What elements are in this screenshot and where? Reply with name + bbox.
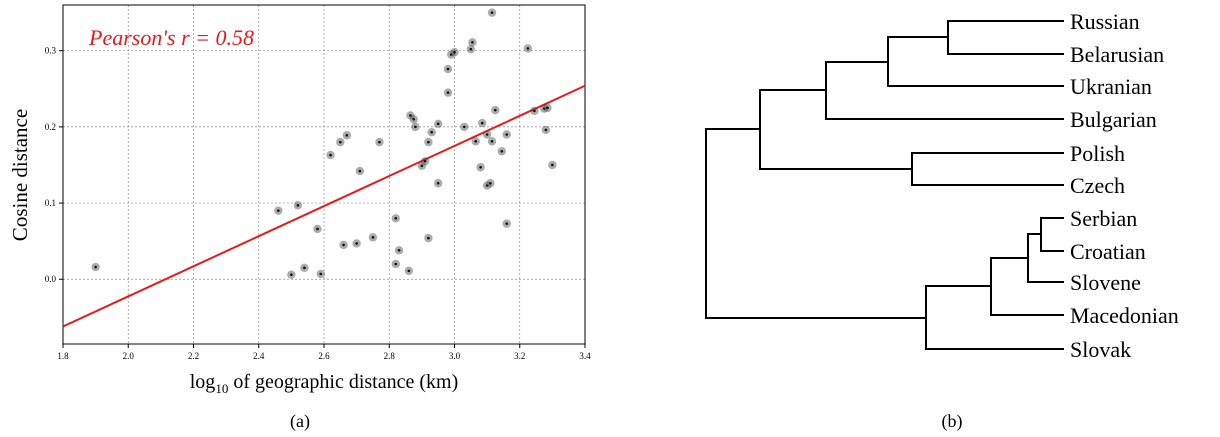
scatter-point-center bbox=[412, 118, 415, 121]
dendrogram-leaves: Russian Belarusian Ukranian Bulgarian Po… bbox=[1070, 9, 1179, 362]
scatter-point-center bbox=[414, 126, 417, 129]
scatter-point-center bbox=[447, 68, 450, 71]
leaf-belarusian: Belarusian bbox=[1070, 42, 1164, 67]
scatter-point-center bbox=[527, 47, 530, 50]
scatter-point-center bbox=[290, 273, 293, 276]
scatter-point-center bbox=[430, 131, 433, 134]
leaf-polish: Polish bbox=[1070, 141, 1125, 166]
scatter-point-center bbox=[481, 122, 484, 125]
scatter-point-center bbox=[486, 133, 489, 136]
caption-a: (a) bbox=[290, 411, 310, 432]
scatter-point-center bbox=[471, 41, 474, 44]
caption-b: (b) bbox=[942, 411, 963, 432]
scatter-point-center bbox=[533, 110, 536, 113]
x-axis-ticks: 1.8 2.0 2.2 2.4 2.6 2.8 3.0 3.2 3.4 bbox=[57, 344, 591, 361]
x-tick-label: 2.6 bbox=[318, 351, 330, 361]
scatter-point-center bbox=[501, 150, 504, 153]
x-tick-label: 2.8 bbox=[384, 351, 396, 361]
scatter-point-center bbox=[346, 134, 349, 137]
branch-east-bulgarian bbox=[826, 62, 1064, 119]
x-tick-label: 2.2 bbox=[188, 351, 199, 361]
scatter-point-center bbox=[94, 266, 97, 269]
scatter-point-center bbox=[319, 273, 322, 276]
branch-south-slovak bbox=[926, 286, 1064, 349]
y-tick-label: 0.2 bbox=[45, 122, 56, 132]
scatter-point-center bbox=[479, 166, 482, 169]
leaf-ukranian: Ukranian bbox=[1070, 74, 1152, 99]
scatter-point-center bbox=[551, 164, 554, 167]
scatter-point-center bbox=[546, 107, 549, 110]
scatter-point-center bbox=[342, 244, 345, 247]
branch-east-west bbox=[760, 90, 912, 169]
scatter-point-center bbox=[408, 270, 411, 273]
scatter-point-center bbox=[474, 140, 477, 143]
scatter-point-center bbox=[372, 236, 375, 239]
x-tick-label: 2.0 bbox=[123, 351, 135, 361]
scatter-point-center bbox=[424, 160, 427, 163]
leaf-slovak: Slovak bbox=[1070, 337, 1131, 362]
y-axis-ticks: 0.0 0.1 0.2 0.3 bbox=[45, 46, 63, 285]
x-tick-label: 2.4 bbox=[253, 351, 265, 361]
x-tick-label: 3.2 bbox=[514, 351, 525, 361]
branch-sr-hr-slovene bbox=[1028, 234, 1064, 282]
y-tick-label: 0.1 bbox=[45, 198, 56, 208]
x-axis-label: log10 of geographic distance (km) bbox=[190, 371, 458, 396]
scatter-point-center bbox=[453, 51, 456, 54]
scatter-point-center bbox=[339, 141, 342, 144]
scatter-point-center bbox=[489, 182, 492, 185]
scatter-point-center bbox=[470, 48, 473, 51]
scatter-point-center bbox=[447, 91, 450, 94]
scatter-point-center bbox=[421, 164, 424, 167]
pearson-annotation: Pearson's r = 0.58 bbox=[88, 25, 254, 50]
branch-serbian-croatian bbox=[1041, 218, 1064, 251]
scatter-point-center bbox=[329, 154, 332, 157]
leaf-czech: Czech bbox=[1070, 173, 1125, 198]
branch-ru-be-ukranian bbox=[888, 37, 1064, 86]
dendrogram-branches bbox=[706, 21, 1064, 349]
scatter-point-center bbox=[398, 249, 401, 252]
scatter-point-center bbox=[355, 242, 358, 245]
scatter-panel: 1.8 2.0 2.2 2.4 2.6 2.8 3.0 3.2 3.4 0.0 0.1 0.2 0.3… bbox=[0, 0, 620, 437]
leaf-serbian: Serbian bbox=[1070, 206, 1137, 231]
scatter-point-center bbox=[378, 141, 381, 144]
x-tick-label: 1.8 bbox=[57, 351, 69, 361]
scatter-point-center bbox=[491, 140, 494, 143]
scatter-point-center bbox=[437, 182, 440, 185]
scatter-point-center bbox=[427, 237, 430, 240]
y-axis-label: Cosine distance bbox=[8, 109, 32, 241]
leaf-russian: Russian bbox=[1070, 9, 1140, 34]
scatter-point-center bbox=[277, 209, 280, 212]
grid-lines bbox=[63, 5, 585, 344]
scatter-point-center bbox=[394, 217, 397, 220]
scatter-point-center bbox=[316, 228, 319, 231]
scatter-point-center bbox=[394, 263, 397, 266]
leaf-croatian: Croatian bbox=[1070, 239, 1146, 264]
dendrogram-panel: Russian Belarusian Ukranian Bulgarian Po… bbox=[660, 0, 1220, 437]
branch-russian-belarusian bbox=[948, 21, 1064, 54]
branch-root bbox=[706, 129, 926, 318]
scatter-point-center bbox=[303, 267, 306, 270]
scatter-point-center bbox=[505, 133, 508, 136]
y-tick-label: 0.3 bbox=[45, 46, 57, 56]
scatter-point-center bbox=[491, 11, 494, 14]
y-tick-label: 0.0 bbox=[45, 274, 57, 284]
scatter-point-center bbox=[427, 141, 430, 144]
x-tick-label: 3.4 bbox=[579, 351, 591, 361]
scatter-point-center bbox=[297, 204, 300, 207]
x-tick-label: 3.0 bbox=[449, 351, 461, 361]
scatter-point-center bbox=[505, 222, 508, 225]
scatter-point-center bbox=[359, 170, 362, 173]
branch-polish-czech bbox=[912, 153, 1064, 185]
scatter-point-center bbox=[545, 129, 548, 132]
scatter-point-center bbox=[463, 126, 466, 129]
scatter-point-center bbox=[494, 109, 497, 112]
scatter-point-center bbox=[437, 123, 440, 126]
leaf-slovene: Slovene bbox=[1070, 270, 1141, 295]
leaf-macedonian: Macedonian bbox=[1070, 303, 1179, 328]
leaf-bulgarian: Bulgarian bbox=[1070, 107, 1157, 132]
